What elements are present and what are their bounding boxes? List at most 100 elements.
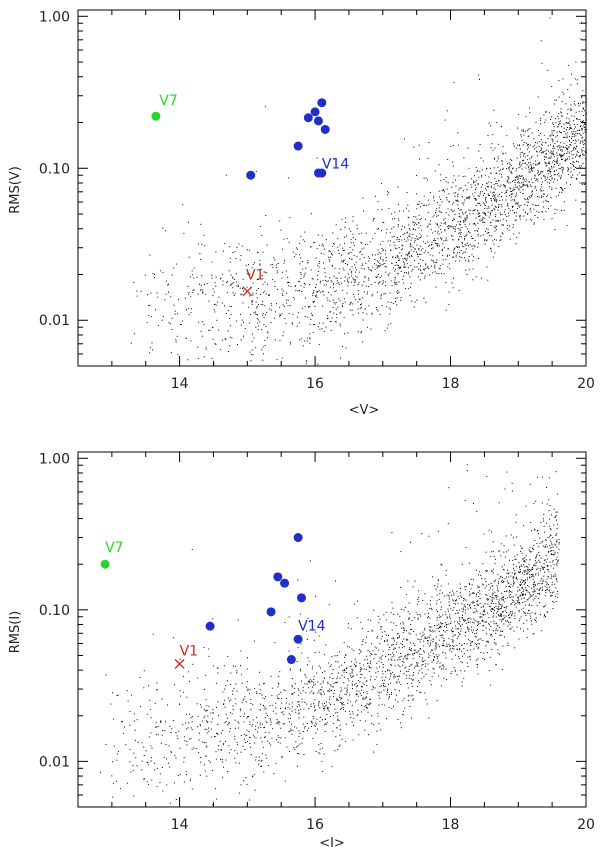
field-star-point: [187, 727, 189, 729]
field-star-point: [380, 685, 382, 687]
field-star-point: [366, 293, 368, 295]
field-star-point: [366, 693, 368, 695]
field-star-point: [234, 665, 236, 667]
field-star-point: [474, 192, 476, 194]
field-star-point: [513, 233, 515, 235]
field-star-point: [227, 771, 229, 772]
field-star-point: [358, 312, 360, 314]
field-star-point: [408, 649, 410, 650]
field-star-point: [449, 646, 451, 648]
field-star-point: [297, 647, 299, 649]
field-star-point: [486, 598, 488, 600]
field-star-point: [537, 180, 539, 182]
field-star-point: [244, 696, 246, 698]
field-star-point: [509, 195, 511, 196]
field-star-point: [385, 257, 387, 258]
field-star-point: [319, 753, 321, 755]
field-star-point: [498, 207, 500, 208]
field-star-point: [493, 195, 495, 197]
field-star-point: [476, 600, 478, 602]
field-star-point: [298, 753, 300, 755]
field-star-point: [416, 665, 418, 667]
field-star-point: [341, 664, 343, 666]
field-star-point: [546, 589, 548, 591]
field-star-point: [407, 204, 409, 206]
field-star-point: [547, 176, 549, 178]
field-star-point: [530, 165, 532, 167]
field-star-point: [414, 248, 416, 250]
field-star-point: [454, 228, 456, 230]
field-star-point: [303, 708, 305, 710]
field-star-point: [357, 293, 359, 295]
field-star-point: [531, 620, 533, 622]
field-star-point: [333, 243, 335, 245]
field-star-point: [492, 134, 494, 136]
field-star-point: [309, 679, 311, 681]
field-star-point: [329, 260, 331, 262]
field-star-point: [582, 102, 583, 104]
field-star-point: [452, 639, 454, 641]
field-star-point: [519, 161, 521, 163]
field-star-point: [322, 280, 324, 282]
field-star-point: [236, 670, 238, 672]
field-star-point: [198, 357, 200, 359]
field-star-point: [242, 302, 244, 304]
field-star-point: [459, 255, 461, 257]
field-star-point: [378, 274, 379, 276]
field-star-point: [523, 153, 525, 155]
field-star-point: [432, 255, 434, 257]
field-star-point: [356, 693, 358, 695]
field-star-point: [481, 583, 483, 585]
field-star-point: [520, 156, 522, 158]
field-star-point: [447, 182, 449, 184]
field-star-point: [530, 615, 532, 617]
field-star-point: [357, 714, 359, 716]
field-star-point: [421, 636, 423, 638]
field-star-point: [550, 205, 552, 207]
field-star-point: [540, 587, 541, 589]
field-star-point: [160, 721, 162, 723]
field-star-point: [175, 341, 177, 343]
field-star-point: [561, 187, 563, 189]
field-star-point: [407, 611, 409, 613]
field-star-point: [252, 719, 254, 721]
field-star-point: [163, 756, 165, 758]
field-star-point: [499, 634, 501, 636]
field-star-point: [393, 674, 395, 676]
field-star-point: [411, 255, 413, 257]
field-star-point: [493, 198, 495, 200]
field-star-point: [310, 720, 312, 722]
field-star-point: [501, 191, 503, 193]
field-star-point: [510, 604, 512, 606]
field-star-point: [279, 340, 281, 342]
field-star-point: [150, 757, 152, 759]
field-star-point: [508, 613, 510, 615]
field-star-point: [552, 134, 554, 136]
field-star-point: [332, 265, 334, 267]
field-star-point: [350, 717, 352, 718]
field-star-point: [465, 609, 466, 611]
field-star-point: [370, 660, 372, 662]
field-star-point: [240, 324, 242, 326]
field-star-point: [474, 209, 476, 210]
field-star-point: [378, 252, 380, 254]
field-star-point: [484, 614, 486, 616]
field-star-point: [327, 299, 329, 301]
field-star-point: [323, 245, 325, 247]
field-star-point: [354, 264, 356, 266]
field-star-point: [551, 581, 553, 583]
field-star-point: [548, 590, 550, 592]
field-star-point: [190, 296, 192, 298]
field-star-point: [323, 677, 325, 679]
field-star-point: [411, 682, 413, 684]
field-star-point: [481, 176, 483, 178]
field-star-point: [345, 217, 347, 219]
field-star-point: [489, 656, 491, 658]
field-star-point: [477, 639, 479, 641]
field-star-point: [410, 244, 411, 246]
blue_variables-point: [317, 168, 327, 178]
field-star-point: [549, 545, 551, 547]
field-star-point: [203, 234, 205, 236]
field-star-point: [394, 279, 396, 281]
field-star-point: [506, 551, 508, 553]
